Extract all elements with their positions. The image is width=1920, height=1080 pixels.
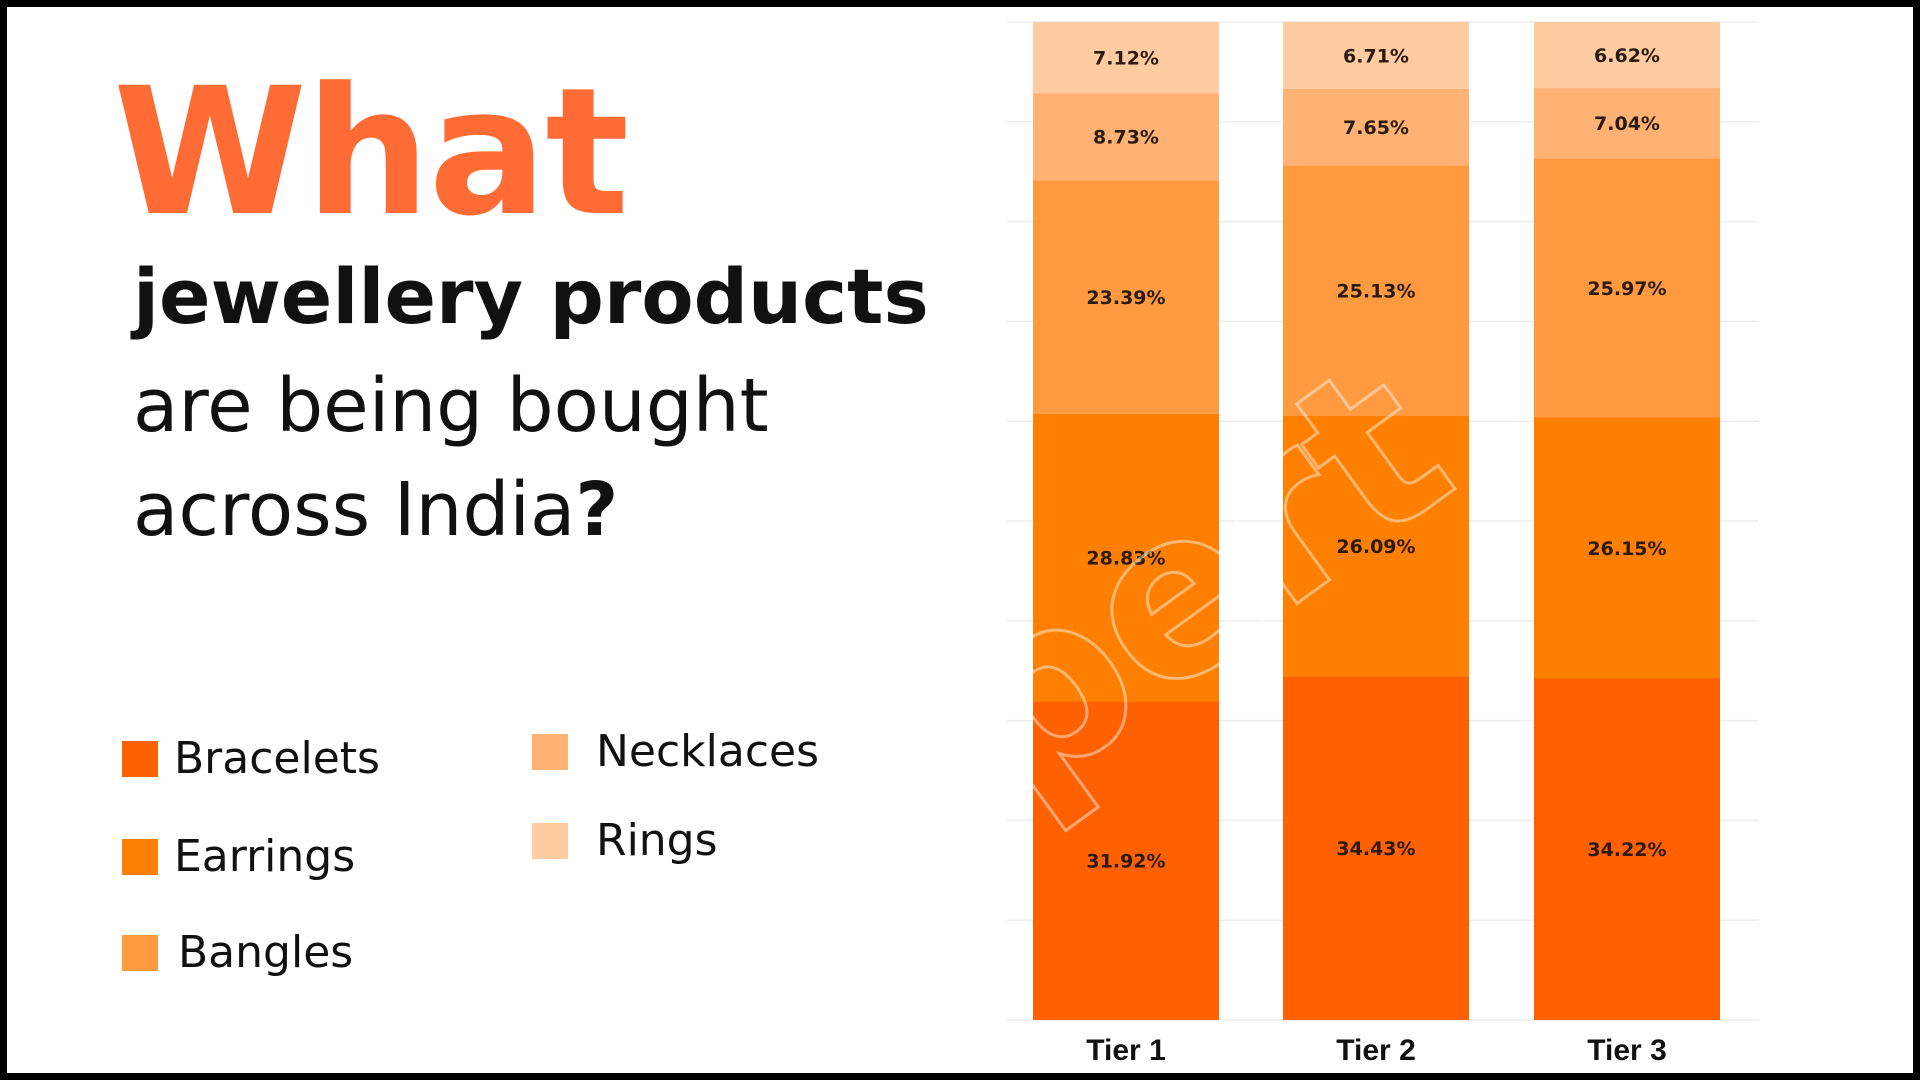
- bar-segment-bangles-tier-3: [1534, 158, 1720, 418]
- legend-label-rings: Rings: [596, 815, 718, 866]
- legend-label-earrings: Earrings: [174, 831, 356, 882]
- headline-across-india-text: across India: [133, 467, 576, 553]
- bar-segment-necklaces-tier-3: [1534, 88, 1720, 159]
- bar-segment-earrings-tier-1: [1033, 413, 1219, 702]
- x-tick-label: Tier 1: [1086, 1034, 1166, 1067]
- legend-swatch-earrings: [122, 839, 158, 875]
- bar-segment-necklaces-tier-2: [1283, 88, 1469, 166]
- bar-segment-bracelets-tier-3: [1534, 678, 1720, 1020]
- data-label-bracelets: 34.22%: [1587, 839, 1666, 861]
- data-label-earrings: 26.15%: [1587, 538, 1666, 560]
- data-label-earrings: 26.09%: [1336, 536, 1415, 558]
- legend-item-necklaces: Necklaces: [532, 730, 819, 774]
- legend-label-bangles: Bangles: [178, 927, 354, 978]
- bar-segment-bracelets-tier-2: [1283, 676, 1469, 1020]
- data-label-rings: 6.71%: [1343, 45, 1409, 67]
- headline-are-being-bought: are being bought: [133, 363, 769, 449]
- chart-segment-labels: 31.92% 28.83% 23.39% 8.73% 7.12% 34.43% 26.09%…: [1086, 45, 1666, 873]
- legend-label-bracelets: Bracelets: [174, 733, 380, 784]
- data-label-necklaces: 8.73%: [1093, 127, 1159, 149]
- bar-segment-rings-tier-2: [1283, 21, 1469, 89]
- stacked-bar-chart: 31.92% 28.83% 23.39% 8.73% 7.12% 34.43% 26.09%…: [776, 21, 1759, 1067]
- legend-swatch-bracelets: [122, 741, 158, 777]
- legend-item-rings: Rings: [532, 819, 718, 863]
- data-label-necklaces: 7.04%: [1594, 113, 1660, 135]
- slide: What jewellery products are being bought…: [7, 7, 1913, 1073]
- data-label-bracelets: 31.92%: [1086, 851, 1165, 873]
- legend-swatch-rings: [532, 823, 568, 859]
- legend-swatch-bangles: [122, 935, 158, 971]
- data-label-rings: 6.62%: [1594, 45, 1660, 67]
- bar-segment-earrings-tier-3: [1534, 417, 1720, 679]
- bar-segment-necklaces-tier-1: [1033, 93, 1219, 181]
- data-label-bangles: 23.39%: [1086, 287, 1165, 309]
- legend-item-bracelets: Bracelets: [122, 737, 380, 781]
- x-tick-label: Tier 2: [1336, 1034, 1416, 1067]
- bar-segment-bracelets-tier-1: [1033, 701, 1219, 1020]
- legend-label-necklaces: Necklaces: [596, 726, 820, 777]
- question-mark: ?: [575, 467, 619, 553]
- headline-what: What: [113, 50, 629, 255]
- headline-across-india: across India?: [133, 473, 618, 547]
- chart-bars: [1033, 21, 1720, 1020]
- data-label-bracelets: 34.43%: [1336, 838, 1415, 860]
- bar-segment-rings-tier-3: [1534, 22, 1720, 89]
- legend-swatch-necklaces: [532, 734, 568, 770]
- data-label-necklaces: 7.65%: [1343, 117, 1409, 139]
- bar-segment-rings-tier-1: [1033, 22, 1219, 94]
- chart-x-ticks: Tier 1 Tier 2 Tier 3: [1086, 1034, 1667, 1067]
- legend-item-bangles: Bangles: [122, 931, 353, 975]
- bar-segment-bangles-tier-2: [1283, 165, 1469, 417]
- bar-segment-bangles-tier-1: [1033, 180, 1219, 414]
- x-tick-label: Tier 3: [1587, 1034, 1667, 1067]
- data-label-bangles: 25.97%: [1587, 278, 1666, 300]
- legend-item-earrings: Earrings: [122, 835, 355, 879]
- data-label-bangles: 25.13%: [1336, 281, 1415, 303]
- headline-jewellery-products: jewellery products: [133, 252, 929, 341]
- data-label-earrings: 28.83%: [1086, 548, 1165, 570]
- data-label-rings: 7.12%: [1093, 48, 1159, 70]
- bar-segment-earrings-tier-2: [1283, 416, 1469, 677]
